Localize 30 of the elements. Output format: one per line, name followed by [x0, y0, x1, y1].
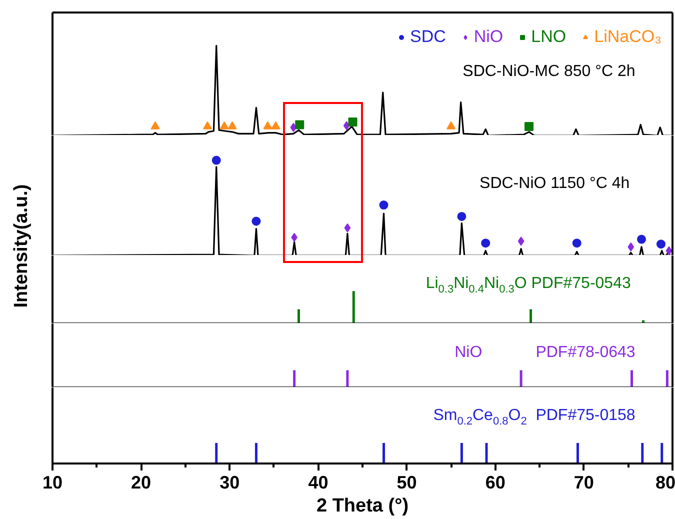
point — [212, 156, 221, 165]
x-axis-title: 2 Theta (°) — [316, 496, 409, 516]
x-tick-label: 30 — [220, 472, 240, 492]
point — [252, 216, 261, 226]
x-tick-label: 80 — [655, 472, 675, 492]
legend-label: LiNaCO₃ — [594, 27, 662, 47]
point — [637, 234, 646, 244]
point — [628, 242, 634, 252]
y-axis-title: Intensity(a.u.) — [11, 183, 33, 310]
x-tick-label: 60 — [485, 472, 506, 492]
x-tick-label: 40 — [308, 472, 328, 492]
x-tick-label: 50 — [396, 472, 417, 492]
text: NiO — [454, 344, 482, 361]
point — [481, 238, 490, 248]
point — [379, 200, 388, 210]
point — [572, 238, 582, 248]
legend-label: NiO — [474, 27, 504, 47]
point — [518, 236, 524, 246]
annotation: SDC-NiO-MC 850 °C 2h — [462, 63, 636, 80]
text: PDF#78-0643 — [536, 344, 636, 361]
x-tick-label: 70 — [574, 472, 594, 492]
point — [457, 212, 466, 221]
annotation: SDC-NiO 1150 °C 4h — [480, 175, 630, 192]
legend-label: SDC — [410, 27, 446, 47]
x-tick-label: 10 — [42, 472, 63, 492]
x-tick-label: 20 — [131, 472, 152, 492]
point — [666, 246, 672, 255]
point — [344, 223, 351, 232]
point — [656, 240, 666, 249]
legend-label: LNO — [531, 27, 566, 47]
